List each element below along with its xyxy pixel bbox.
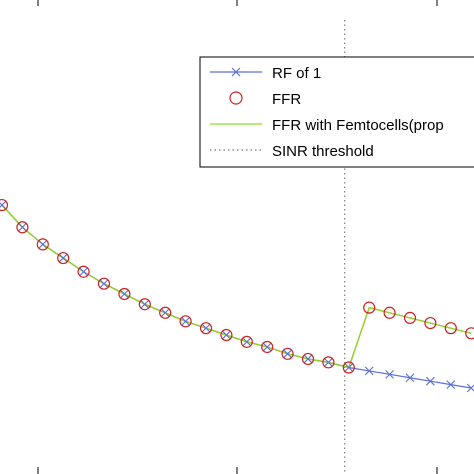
point-marker-x [303,354,313,364]
point-marker-x [405,373,415,383]
point-marker-x [38,239,48,249]
point-marker-x [201,323,211,333]
legend-label-threshold: SINR threshold [272,143,374,160]
point-marker-circle [465,327,474,340]
point-marker-x [446,380,456,389]
point-marker-circle [97,277,111,290]
point-marker-x [99,279,109,289]
legend-label-rf: RF of 1 [272,65,321,82]
point-marker-circle [138,298,151,311]
point-marker-circle [220,328,233,342]
point-marker-circle [383,306,396,319]
legend-label-ffr: FFR [272,91,301,108]
point-marker-circle [179,315,192,328]
point-marker-circle [301,352,315,366]
point-marker-x [79,267,88,277]
point-marker-x [426,376,435,386]
series-line-0 [1,204,472,389]
point-marker-circle [342,361,355,374]
legend: RF of 1 FFR FFR with Femtocells(prop SIN… [199,56,474,168]
point-marker-x [242,337,252,347]
point-marker-x [222,330,231,340]
point-marker-x [385,369,394,379]
point-marker-x [18,222,27,232]
legend-box [199,56,474,168]
point-marker-circle [444,322,457,335]
point-marker-circle [118,287,131,301]
point-marker-circle [363,301,376,314]
point-marker-circle [57,251,70,265]
point-marker-x [181,316,190,326]
series-layer [0,20,474,474]
point-marker-circle [0,198,9,212]
point-marker-x [344,363,354,372]
point-marker-x [140,299,150,309]
point-marker-circle [240,335,253,348]
point-marker-x [324,357,333,367]
point-marker-x [120,289,129,299]
point-marker-circle [322,356,335,369]
series-line-1 [1,204,472,369]
point-marker-circle [261,340,274,354]
legend-circle-marker-icon [229,91,243,105]
point-marker-circle [77,265,90,278]
point-marker-x [58,253,68,263]
series-line-2 [1,204,472,369]
point-marker-x [364,366,374,376]
point-marker-circle [159,306,172,319]
point-marker-circle [199,322,213,335]
legend-x-marker-icon [231,67,241,77]
point-marker-circle [36,238,49,251]
point-marker-x [160,308,170,318]
point-marker-x [283,349,292,359]
axes [37,0,438,474]
point-marker-circle [403,311,417,325]
point-marker-circle [16,221,29,234]
legend-label-femto: FFR with Femtocells(prop [272,117,444,134]
point-marker-x [262,342,272,352]
point-marker-circle [424,316,437,330]
point-marker-circle [281,347,294,360]
point-marker-x [0,200,7,210]
